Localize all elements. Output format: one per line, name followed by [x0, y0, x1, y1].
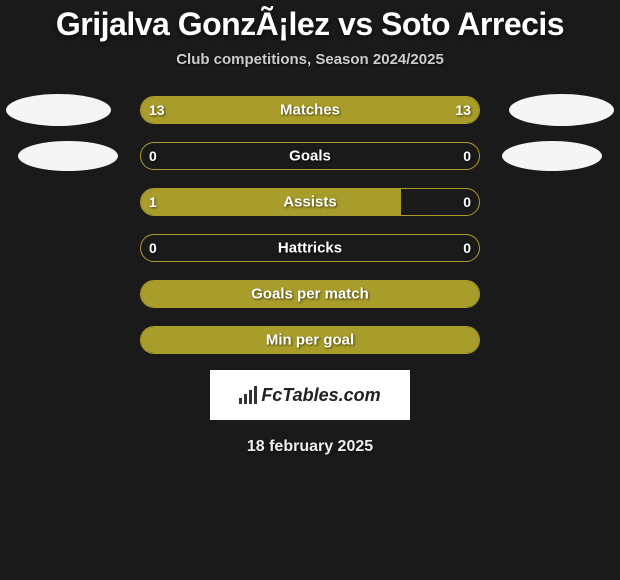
- stat-row: 13 13 Matches: [0, 96, 620, 124]
- stat-row: 1 0 Assists: [0, 188, 620, 216]
- stat-value-left: 13: [149, 102, 165, 118]
- stat-value-right: 0: [463, 240, 471, 256]
- stat-value-right: 0: [463, 194, 471, 210]
- stat-value-left: 0: [149, 240, 157, 256]
- stat-value-left: 1: [149, 194, 157, 210]
- brand-text: FcTables.com: [261, 385, 380, 406]
- subtitle: Club competitions, Season 2024/2025: [176, 51, 444, 68]
- brand-badge[interactable]: FcTables.com: [210, 370, 410, 420]
- player-photo-right: [509, 94, 614, 126]
- stat-label: Min per goal: [266, 332, 354, 349]
- stat-label: Matches: [280, 102, 340, 119]
- stat-bar: 0 0 Goals: [140, 142, 480, 170]
- stat-label: Assists: [283, 194, 336, 211]
- stat-bar: 1 0 Assists: [140, 188, 480, 216]
- stat-bar: 0 0 Hattricks: [140, 234, 480, 262]
- comparison-widget: Grijalva GonzÃ¡lez vs Soto Arrecis Club …: [0, 0, 620, 456]
- stat-bar: 13 13 Matches: [140, 96, 480, 124]
- stat-value-right: 13: [455, 102, 471, 118]
- page-title: Grijalva GonzÃ¡lez vs Soto Arrecis: [56, 6, 564, 43]
- stat-label: Goals per match: [251, 286, 369, 303]
- player-photo-left: [6, 94, 111, 126]
- stat-row: Min per goal: [0, 326, 620, 354]
- stat-value-left: 0: [149, 148, 157, 164]
- stat-bar: Min per goal: [140, 326, 480, 354]
- stat-row: 0 0 Goals: [0, 142, 620, 170]
- stat-bar: Goals per match: [140, 280, 480, 308]
- date-label: 18 february 2025: [247, 438, 373, 456]
- player-photo-right: [502, 141, 602, 171]
- stat-row: Goals per match: [0, 280, 620, 308]
- stat-label: Hattricks: [278, 240, 342, 257]
- brand-bars-icon: [239, 386, 257, 404]
- stats-block: 13 13 Matches 0 0 Goals 1 0 Assists 0 0 Hattricks Go…: [0, 96, 620, 354]
- player-photo-left: [18, 141, 118, 171]
- stat-value-right: 0: [463, 148, 471, 164]
- stat-row: 0 0 Hattricks: [0, 234, 620, 262]
- stat-label: Goals: [289, 148, 331, 165]
